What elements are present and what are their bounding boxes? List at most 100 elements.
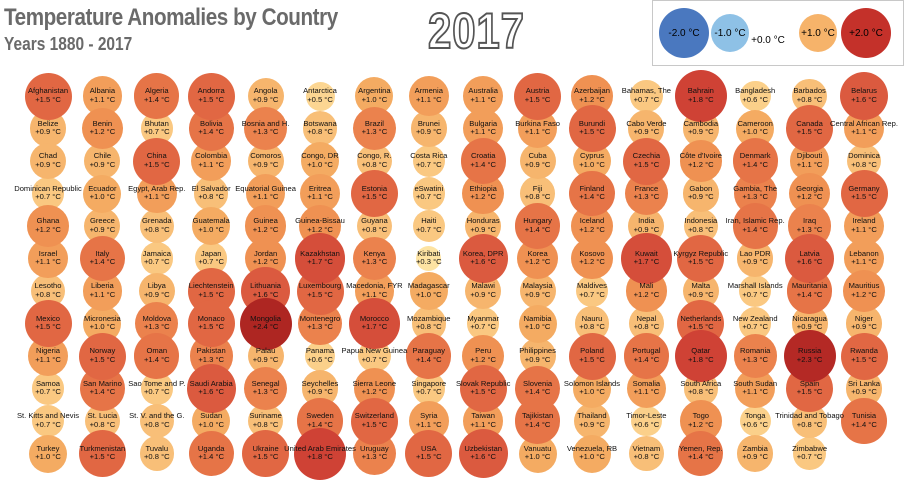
country-value: +0.8 °C	[851, 159, 877, 169]
country-name: Suriname	[249, 411, 282, 420]
country-value: +0.9 °C	[252, 159, 279, 169]
country-name: Luxembourg	[298, 281, 342, 290]
country-name: Belize	[37, 118, 59, 128]
country-name: Belarus	[851, 86, 877, 95]
bubble	[31, 372, 65, 405]
country-value: +0.7 °C	[35, 387, 61, 396]
country-value: +1.5 °C	[307, 289, 333, 299]
bubble	[568, 332, 616, 380]
country-value: +1.1 °C	[35, 354, 61, 364]
bubble	[738, 274, 772, 308]
country-value: +1.1 °C	[35, 257, 61, 266]
country-value: +1.4 °C	[742, 159, 768, 169]
bubble	[622, 137, 670, 185]
country-value: +0.7 °C	[361, 354, 388, 364]
country-name: Vanuatu	[523, 443, 552, 453]
country-value: +1.4 °C	[851, 419, 877, 429]
country-name: Marshall Islands	[727, 281, 783, 290]
bubble	[29, 142, 67, 180]
country-value: +1.5 °C	[89, 354, 116, 364]
country-value: +1.2 °C	[524, 257, 551, 266]
country-value: +1.0 °C	[579, 159, 605, 169]
bubble	[350, 170, 398, 217]
country-name: Fiji	[532, 183, 543, 193]
bubble	[519, 142, 556, 180]
country-value: +0.8 °C	[361, 224, 388, 234]
country-value: +0.7 °C	[633, 94, 660, 104]
bubble	[406, 333, 452, 379]
bubble	[79, 235, 125, 282]
country-value: +0.9 °C	[470, 224, 496, 234]
country-name: Netherlands	[680, 313, 722, 323]
country-name: Mongolia	[250, 313, 281, 323]
country-name: Iran, Islamic Rep.	[725, 216, 785, 225]
country-name: Oman	[146, 346, 168, 355]
country-value: +1.7 °C	[307, 257, 333, 266]
country-name: Micronesia	[84, 313, 121, 323]
country-name: Egypt, Arab Rep.	[128, 183, 186, 193]
bubble	[840, 332, 888, 380]
country-value: +0.9 °C	[851, 322, 877, 331]
country-name: Sudan	[200, 411, 223, 420]
bubble	[187, 300, 235, 347]
bubble	[733, 334, 777, 378]
country-name: Solomon Islands	[563, 378, 621, 388]
country-value: +1.5 °C	[415, 452, 442, 461]
country-name: Peru	[475, 346, 492, 355]
country-name: Ghana	[36, 216, 60, 225]
country-value: +0.7 °C	[579, 289, 605, 299]
country-name: Gabon	[689, 183, 713, 193]
country-name: Nigeria	[35, 346, 61, 355]
country-value: +1.5 °C	[361, 192, 388, 201]
country-value: +1.1 °C	[198, 159, 224, 169]
legend-circle-2: +0.0 °C	[751, 27, 785, 53]
bubble	[623, 333, 669, 379]
country-name: Pakistan	[196, 346, 226, 355]
country-name: Sierra Leone	[352, 378, 397, 388]
country-value: +1.2 °C	[470, 354, 496, 364]
country-name: Spain	[799, 378, 820, 388]
country-value: +1.3 °C	[143, 322, 170, 331]
bubble	[243, 106, 288, 151]
country-name: Canada	[796, 118, 823, 128]
country-value: +1.5 °C	[687, 322, 714, 331]
country-name: Ecuador	[88, 183, 117, 193]
bubble	[192, 207, 231, 245]
bubble	[573, 402, 611, 440]
country-name: eSwatini	[414, 183, 444, 193]
bubble	[840, 170, 888, 217]
country-name: Saudi Arabia	[189, 378, 233, 388]
country-value: +1.2 °C	[851, 289, 877, 299]
country-value: +1.3 °C	[198, 354, 224, 364]
country-name: Korea, DPR	[462, 248, 504, 258]
country-value: +1.2 °C	[796, 192, 823, 201]
country-name: Nicaragua	[792, 313, 827, 323]
country-name: Nepal	[636, 313, 657, 323]
bubble	[188, 430, 234, 477]
country-name: Latvia	[799, 248, 820, 258]
country-value: +0.7 °C	[35, 419, 61, 429]
country-name: Côte d'Ivoire	[679, 151, 722, 160]
country-value: +1.5 °C	[579, 127, 605, 136]
country-name: Honduras	[466, 216, 500, 225]
country-name: Malawi	[471, 281, 495, 290]
country-name: Rwanda	[850, 346, 878, 355]
country-name: Lao PDR	[739, 248, 771, 258]
bubble	[410, 110, 447, 147]
country-value: +1.8 °C	[687, 94, 714, 104]
country-name: Kazakhstan	[300, 248, 340, 258]
country-name: Iceland	[579, 216, 605, 225]
country-name: Thailand	[577, 411, 607, 420]
country-value: +1.0 °C	[198, 224, 224, 234]
country-name: Albania	[89, 86, 116, 95]
country-value: +1.4 °C	[198, 127, 224, 136]
country-value: +1.2 °C	[687, 419, 714, 429]
country-name: Georgia	[796, 183, 824, 193]
country-value: +0.7 °C	[742, 322, 768, 331]
country-name: Syria	[420, 411, 438, 420]
country-value: +1.0 °C	[35, 452, 61, 461]
country-name: Colombia	[195, 151, 228, 160]
country-name: Lebanon	[849, 248, 879, 258]
country-name: Venezuela, RB	[566, 443, 618, 453]
country-name: Guinea-Bissau	[295, 216, 345, 225]
